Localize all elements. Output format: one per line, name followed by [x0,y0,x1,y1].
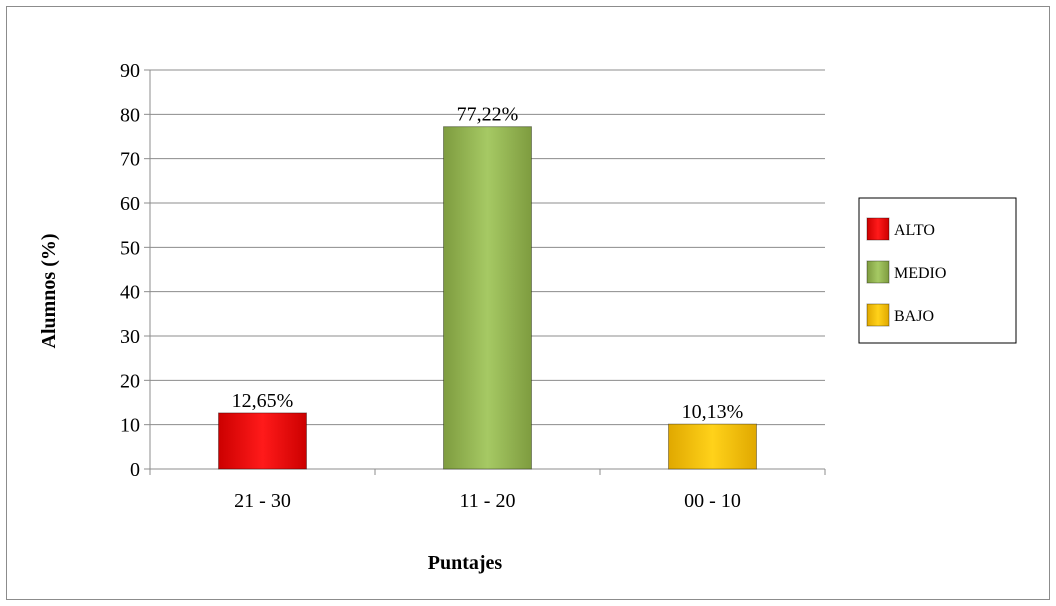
y-tick-label-70: 70 [120,149,140,171]
bar-11-20 [443,126,532,470]
y-tick-label-10: 10 [120,415,140,437]
data-labels: 12,65% 77,22% 10,13% [232,104,744,423]
x-tick-label-1: 11 - 20 [460,490,516,512]
y-tick-label-40: 40 [120,282,140,304]
legend: ALTO MEDIO BAJO [858,197,1017,344]
y-tick-labels: 0 10 20 30 40 50 60 70 80 90 [120,60,140,481]
legend-swatch-bajo [866,303,890,327]
y-tick-label-20: 20 [120,370,140,392]
bar-00-10 [668,423,757,470]
data-label-2: 10,13% [682,401,744,423]
y-tick-label-30: 30 [120,326,140,348]
x-tick-label-2: 00 - 10 [684,490,741,512]
legend-label-alto: ALTO [894,222,935,239]
legend-swatch-medio [866,260,890,284]
x-tick-label-0: 21 - 30 [234,490,291,512]
legend-swatch-alto [866,217,890,241]
data-label-1: 77,22% [457,104,519,126]
bar-chart: 0 10 20 30 40 50 60 70 80 90 21 - 30 11 - 20 00 - 1… [38,60,1017,574]
data-label-0: 12,65% [232,390,294,412]
x-axis-title: Puntajes [428,552,503,574]
y-tick-label-80: 80 [120,104,140,126]
x-tick-labels: 21 - 30 11 - 20 00 - 10 [234,490,741,512]
y-tick-label-50: 50 [120,237,140,259]
bar-21-30 [218,412,307,470]
bars [218,126,757,470]
chart-frame: 0 10 20 30 40 50 60 70 80 90 21 - 30 11 - 20 00 - 1… [6,6,1050,600]
y-tick-label-60: 60 [120,193,140,215]
y-tick-label-0: 0 [130,459,140,481]
y-axis-title: Alumnos (%) [38,233,60,348]
legend-label-bajo: BAJO [894,308,934,325]
y-tick-label-90: 90 [120,60,140,82]
legend-label-medio: MEDIO [894,265,946,282]
